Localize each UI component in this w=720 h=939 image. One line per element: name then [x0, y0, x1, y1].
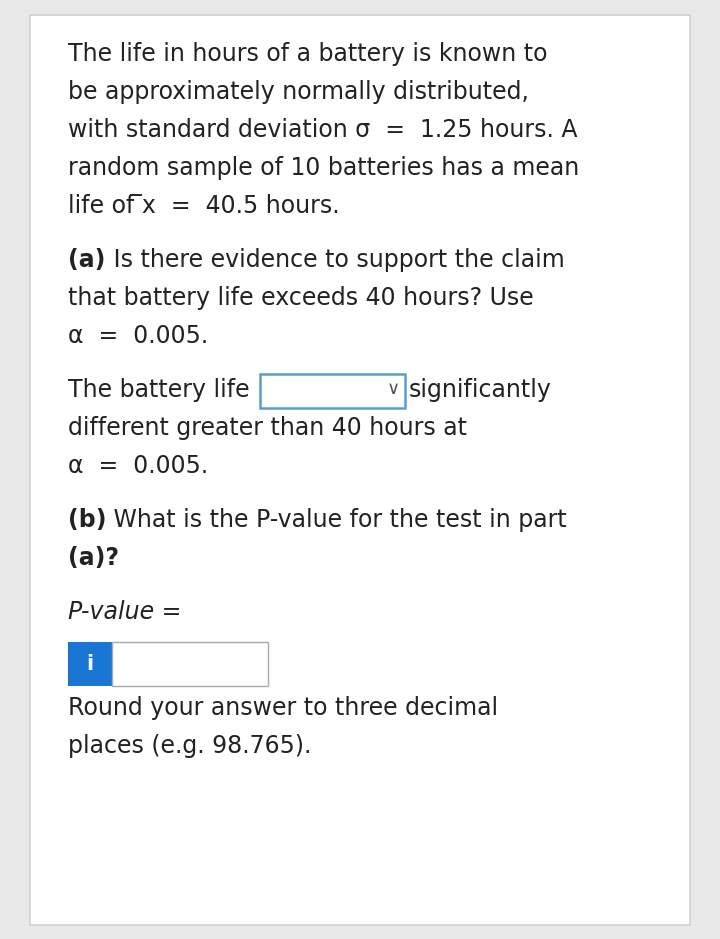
Text: The battery life: The battery life [68, 378, 250, 402]
Text: (a)?: (a)? [68, 546, 119, 570]
Text: significantly: significantly [409, 378, 552, 402]
Text: i: i [86, 654, 94, 674]
Text: life of ̅x  =  40.5 hours.: life of ̅x = 40.5 hours. [68, 194, 340, 218]
Text: What is the P-value for the test in part: What is the P-value for the test in part [106, 508, 567, 532]
Text: The life in hours of a battery is known to: The life in hours of a battery is known … [68, 42, 547, 66]
Text: places (e.g. 98.765).: places (e.g. 98.765). [68, 734, 311, 758]
Text: Is there evidence to support the claim: Is there evidence to support the claim [106, 248, 564, 272]
Text: Round your answer to three decimal: Round your answer to three decimal [68, 696, 498, 720]
Text: (a): (a) [68, 248, 105, 272]
Text: random sample of 10 batteries has a mean: random sample of 10 batteries has a mean [68, 156, 580, 180]
Bar [68, 642, 112, 686]
Text: be approximately normally distributed,: be approximately normally distributed, [68, 80, 529, 104]
Text: (b): (b) [68, 508, 107, 532]
Text: that battery life exceeds 40 hours? Use: that battery life exceeds 40 hours? Use [68, 286, 534, 310]
Text: P-value =: P-value = [68, 600, 181, 624]
Text: different greater than 40 hours at: different greater than 40 hours at [68, 416, 467, 440]
Text: with standard deviation σ  =  1.25 hours. A: with standard deviation σ = 1.25 hours. … [68, 118, 577, 142]
Text: α  =  0.005.: α = 0.005. [68, 324, 208, 348]
Text: ∨: ∨ [387, 380, 400, 398]
Text: α  =  0.005.: α = 0.005. [68, 454, 208, 478]
Bar [112, 642, 268, 686]
Bar [260, 374, 405, 408]
